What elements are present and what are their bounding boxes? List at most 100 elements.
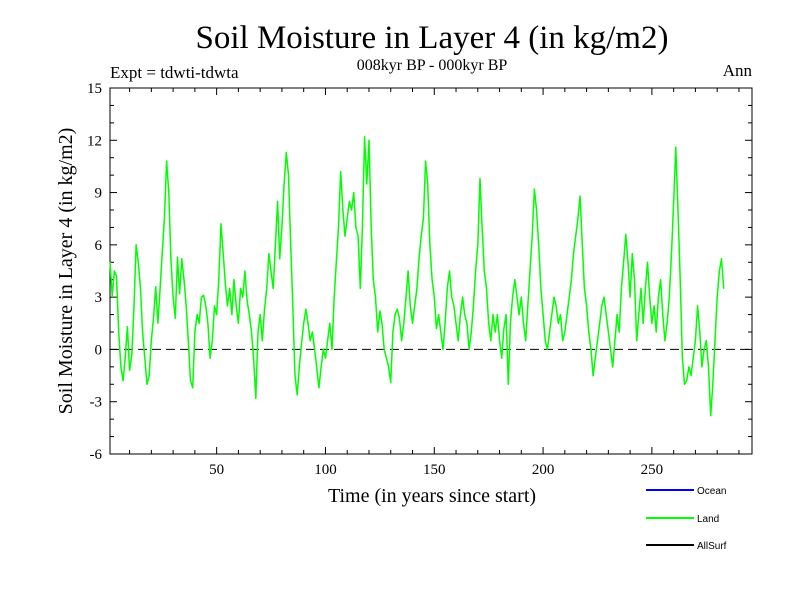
y-tick-label: 0: [95, 342, 103, 358]
data-point-land: [640, 287, 642, 289]
y-tick-label: 3: [95, 290, 103, 306]
data-point-land: [290, 240, 292, 242]
data-point-land: [646, 261, 649, 263]
data-point-land: [420, 235, 422, 237]
x-tick-label: 100: [314, 462, 337, 478]
data-point-land: [629, 296, 631, 298]
data-point-land: [596, 340, 599, 342]
data-point-land: [699, 331, 701, 333]
data-point-land: [605, 314, 607, 316]
data-point-land: [261, 340, 263, 342]
data-point-land: [599, 322, 601, 324]
x-axis: 50 100 150 200 250: [129, 88, 740, 478]
data-point-land: [320, 366, 322, 368]
y-tick-label: 9: [95, 186, 103, 202]
y-axis: -6 -3 0 3 6 9 12 15: [87, 81, 752, 463]
data-point-land: [398, 317, 400, 319]
data-point-land: [422, 218, 424, 220]
data-point-land: [253, 357, 255, 359]
data-point-land: [237, 322, 239, 324]
data-point-land: [686, 380, 688, 382]
data-point-land: [366, 183, 368, 185]
y-tick-label: 15: [87, 81, 102, 97]
data-point-land: [150, 340, 152, 342]
data-point-land: [683, 383, 686, 385]
data-point-land: [485, 287, 488, 289]
data-point-land: [344, 235, 346, 237]
data-point-land: [335, 261, 337, 263]
data-point-land: [207, 322, 209, 324]
data-point-land: [681, 357, 684, 359]
season-label: Ann: [723, 61, 753, 80]
data-point-land: [318, 387, 320, 389]
data-point-land: [520, 296, 522, 298]
data-point-land: [592, 375, 594, 377]
data-point-land: [126, 326, 128, 328]
data-point-land: [337, 226, 340, 228]
chart-subtitle: 008kyr BP - 000kyr BP: [357, 57, 508, 74]
data-point-land: [327, 340, 329, 342]
data-point-land: [388, 366, 390, 368]
data-point-land: [229, 287, 231, 289]
data-point-land: [664, 340, 666, 342]
data-point-land: [516, 296, 518, 298]
data-point-land: [660, 279, 662, 281]
data-point-land: [618, 331, 620, 333]
data-point-land: [174, 317, 176, 319]
y-axis-label: Soil Moisture in Layer 4 (in kg/m2): [55, 128, 77, 415]
data-point-land: [187, 340, 189, 342]
data-point-land: [235, 305, 237, 307]
x-tick-label: 50: [209, 462, 224, 478]
data-point-land: [166, 160, 168, 162]
data-point-land: [155, 286, 157, 288]
data-point-land: [609, 348, 612, 350]
data-point-land: [283, 183, 285, 185]
data-point-land: [553, 296, 555, 298]
data-point-land: [122, 380, 124, 382]
data-point-land: [614, 340, 616, 342]
data-point-land: [385, 357, 387, 359]
data-point-land: [120, 366, 122, 368]
data-point-land: [662, 314, 664, 316]
data-point-land: [446, 287, 448, 289]
data-point-land: [144, 357, 146, 359]
data-point-land: [577, 218, 579, 220]
data-point-land: [462, 296, 464, 298]
data-point-land: [281, 226, 283, 228]
data-point-land: [501, 357, 503, 359]
data-point-land: [522, 322, 525, 324]
chart-title: Soil Moisture in Layer 4 (in kg/m2): [196, 20, 669, 56]
data-point-land: [551, 314, 553, 316]
x-axis-label: Time (in years since start): [328, 485, 536, 507]
data-point-land: [222, 253, 224, 255]
data-point-land: [557, 322, 559, 324]
data-point-land: [620, 287, 623, 289]
data-point-land: [438, 314, 440, 316]
data-point-land: [270, 270, 272, 272]
data-point-land: [268, 253, 270, 255]
data-point-land: [631, 253, 633, 255]
data-point-land: [133, 308, 135, 310]
data-point-land: [220, 223, 222, 225]
data-point-land: [142, 331, 144, 333]
data-point-land: [185, 305, 187, 307]
data-point-land: [601, 305, 603, 307]
data-point-land: [200, 296, 202, 298]
data-point-land: [172, 296, 174, 298]
data-point-land: [525, 340, 527, 342]
data-point-land: [575, 235, 577, 237]
data-point-land: [712, 383, 714, 385]
data-point-land: [414, 305, 416, 307]
data-point-land: [453, 305, 455, 307]
series-line-land: [109, 136, 725, 417]
legend-label-land: Land: [697, 514, 719, 525]
data-point-land: [703, 348, 705, 350]
data-point-land: [403, 322, 405, 324]
data-point-land: [370, 226, 372, 228]
data-point-land: [381, 322, 383, 324]
data-point-land: [542, 314, 544, 316]
data-point-land: [457, 340, 459, 342]
data-point-land: [340, 171, 342, 173]
data-point-land: [209, 357, 211, 359]
data-point-land: [157, 322, 159, 324]
